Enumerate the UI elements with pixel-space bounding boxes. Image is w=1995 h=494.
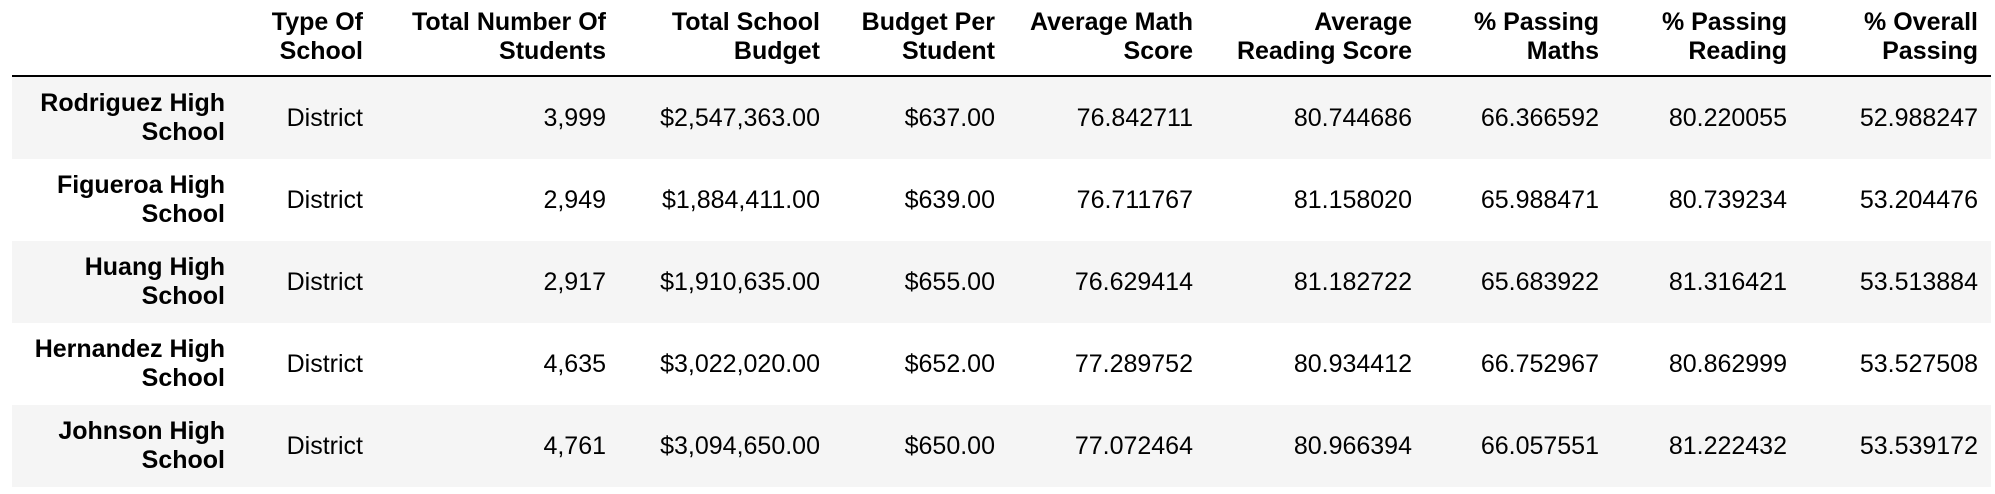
table-row: Huang High School District 2,917 $1,910,635… — [12, 241, 1991, 323]
index-header-cell — [12, 0, 238, 77]
column-header: % Passing Maths — [1425, 0, 1612, 77]
cell: 53.527508 — [1859, 349, 1978, 378]
cell: District — [286, 267, 363, 296]
cell: District — [286, 349, 363, 378]
cell: District — [286, 103, 363, 132]
cell: District — [286, 431, 363, 460]
row-label: Rodriguez High School — [40, 89, 225, 146]
cell: 77.289752 — [1074, 349, 1193, 378]
cell: 80.739234 — [1668, 185, 1787, 214]
table-header: Type Of School Total Number Of Students To… — [12, 0, 1991, 77]
cell: 2,949 — [543, 185, 606, 214]
cell: 80.744686 — [1293, 103, 1412, 132]
cell: 81.316421 — [1668, 267, 1787, 296]
table-header-row: Type Of School Total Number Of Students To… — [12, 0, 1991, 77]
cell: 80.862999 — [1668, 349, 1787, 378]
cell: $637.00 — [904, 103, 995, 132]
column-header: Total School Budget — [619, 0, 833, 77]
cell: 52.988247 — [1859, 103, 1978, 132]
cell: 3,999 — [543, 103, 606, 132]
cell: 81.222432 — [1668, 431, 1787, 460]
cell: 65.683922 — [1480, 267, 1599, 296]
cell: 76.629414 — [1074, 267, 1193, 296]
cell: 53.513884 — [1859, 267, 1978, 296]
row-label: Figueroa High School — [56, 171, 225, 228]
cell: 66.366592 — [1480, 103, 1599, 132]
row-label: Hernandez High School — [34, 335, 225, 392]
cell: $639.00 — [904, 185, 995, 214]
column-header: Total Number Of Students — [376, 0, 619, 77]
table-body: Rodriguez High School District 3,999 $2,547… — [12, 76, 1991, 487]
school-summary-table: Type Of School Total Number Of Students To… — [12, 0, 1991, 487]
cell: $1,884,411.00 — [661, 185, 820, 214]
table-row: Hernandez High School District 4,635 $3,022… — [12, 323, 1991, 405]
cell: 65.988471 — [1480, 185, 1599, 214]
cell: $3,094,650.00 — [660, 431, 820, 460]
cell: 4,761 — [543, 431, 606, 460]
column-header: Average Reading Score — [1206, 0, 1425, 77]
cell: 80.966394 — [1293, 431, 1412, 460]
cell: 2,917 — [543, 267, 606, 296]
cell: 80.934412 — [1293, 349, 1412, 378]
cell: 53.539172 — [1859, 431, 1978, 460]
cell: 76.711767 — [1076, 185, 1193, 214]
cell: $655.00 — [904, 267, 995, 296]
cell: 80.220055 — [1668, 103, 1787, 132]
cell: 77.072464 — [1074, 431, 1193, 460]
column-header: Budget Per Student — [833, 0, 1008, 77]
table-row: Figueroa High School District 2,949 $1,884,… — [12, 159, 1991, 241]
cell: 76.842711 — [1076, 103, 1193, 132]
cell: $2,547,363.00 — [660, 103, 820, 132]
cell: 81.182722 — [1293, 267, 1412, 296]
cell: $1,910,635.00 — [660, 267, 820, 296]
cell: $3,022,020.00 — [660, 349, 820, 378]
cell: 4,635 — [543, 349, 606, 378]
table-row: Johnson High School District 4,761 $3,094,6… — [12, 405, 1991, 487]
cell: 81.158020 — [1293, 185, 1412, 214]
cell: $652.00 — [904, 349, 995, 378]
cell: 66.752967 — [1480, 349, 1599, 378]
column-header: % Overall Passing — [1800, 0, 1991, 77]
column-header: % Passing Reading — [1612, 0, 1800, 77]
cell: 66.057551 — [1480, 431, 1599, 460]
column-header: Average Math Score — [1008, 0, 1206, 77]
row-label: Huang High School — [84, 253, 225, 310]
table-row: Rodriguez High School District 3,999 $2,547… — [12, 76, 1991, 159]
cell: District — [286, 185, 363, 214]
row-label: Johnson High School — [58, 417, 225, 474]
column-header: Type Of School — [238, 0, 376, 77]
cell: $650.00 — [904, 431, 995, 460]
cell: 53.204476 — [1859, 185, 1978, 214]
